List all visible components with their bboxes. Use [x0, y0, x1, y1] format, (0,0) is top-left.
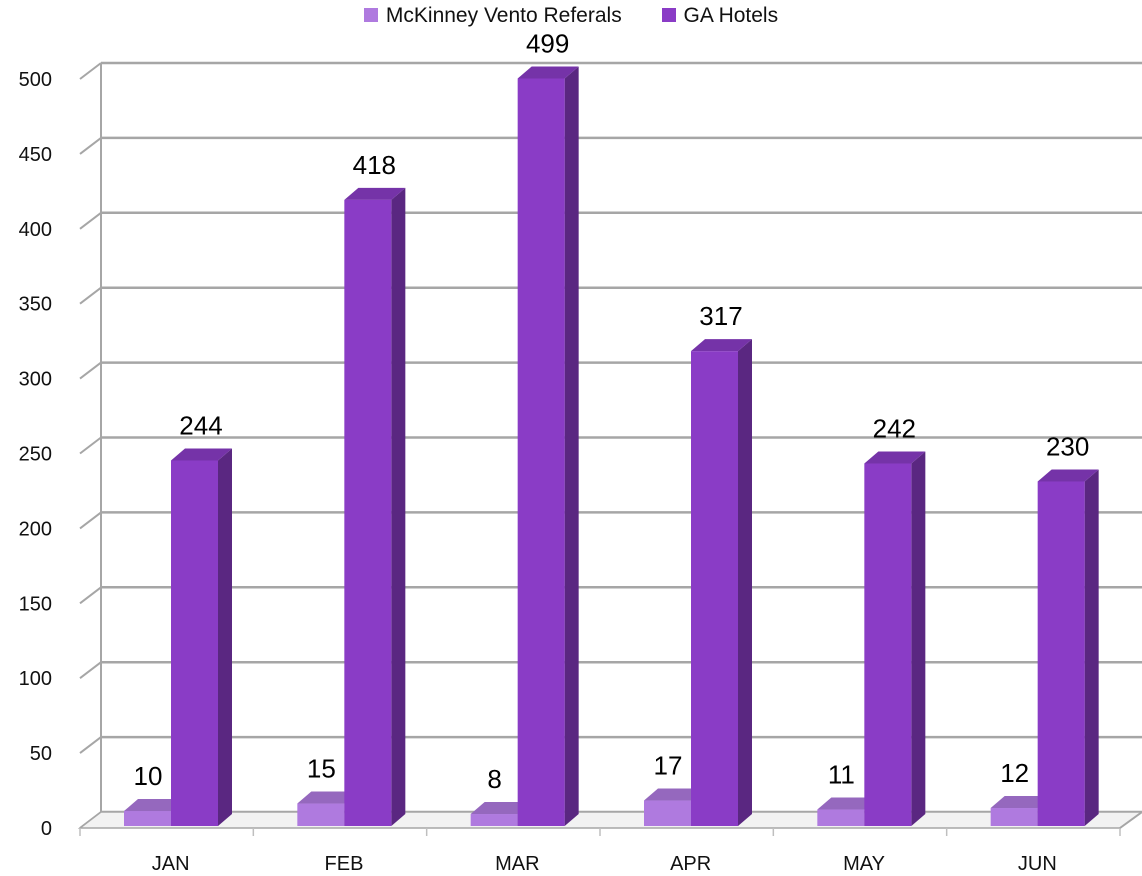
bar-front: [817, 809, 865, 826]
y-tick-label: 400: [19, 219, 52, 241]
gridline-diagonal: [79, 736, 102, 754]
x-tick-label: APR: [670, 853, 711, 875]
data-label: 244: [179, 410, 222, 440]
y-tick-label: 350: [19, 294, 52, 316]
y-tick-label: 0: [41, 818, 52, 840]
bar-front: [344, 199, 392, 826]
bar-apr-ga-hotels: 317: [691, 301, 752, 826]
bar-top: [517, 66, 579, 79]
data-label: 418: [353, 150, 396, 180]
bar-front: [990, 808, 1038, 826]
data-label: 17: [654, 751, 683, 781]
legend-swatch-mckinney: [363, 8, 378, 22]
y-tick-label: 100: [19, 668, 52, 690]
bar-jun-ga-hotels: 230: [1037, 431, 1099, 826]
data-label: 15: [307, 754, 336, 784]
bar-may-mckinney: 11: [817, 760, 879, 826]
x-tick-label: MAY: [843, 853, 885, 875]
data-label: 230: [1046, 431, 1089, 461]
bar-side: [391, 187, 406, 826]
bar-top: [817, 797, 879, 810]
gridline-diagonal: [79, 361, 102, 380]
bar-top: [691, 339, 752, 352]
bar-side: [738, 339, 752, 826]
bar-front: [1037, 481, 1085, 826]
gridline-diagonal: [79, 62, 102, 80]
data-label: 499: [526, 28, 569, 58]
x-tick-label: JUN: [1018, 853, 1057, 875]
bar-front: [124, 811, 171, 826]
y-tick-label: 250: [19, 444, 52, 466]
data-label: 11: [828, 760, 855, 790]
bar-front: [644, 800, 691, 826]
bar-front: [517, 78, 565, 827]
data-label: 242: [873, 413, 916, 443]
bar-top: [990, 796, 1052, 809]
bar-front: [297, 803, 345, 826]
plot-area: 0 50 100 150 200 250 300 350 400 450 500 JAN FEB MAR A…: [19, 28, 1142, 875]
bar-side: [1084, 469, 1099, 826]
data-label: 317: [699, 301, 742, 331]
y-tick-label: 450: [19, 144, 52, 166]
bar-front: [171, 460, 218, 826]
y-tick-label: 200: [19, 518, 52, 540]
data-label: 8: [487, 764, 501, 794]
bar-top: [864, 451, 926, 464]
chart-floor: [77, 811, 1142, 829]
bar-may-ga-hotels: 242: [864, 413, 926, 826]
bar-top: [297, 791, 359, 804]
legend-item-ga-hotels: GA Hotels: [661, 4, 779, 28]
bar-front: [864, 463, 912, 826]
gridline-diagonal: [79, 212, 102, 230]
bar-feb-ga-hotels: 418: [344, 150, 406, 826]
legend-item-mckinney: McKinney Vento Referals: [363, 4, 622, 28]
y-tick-label: 150: [19, 593, 52, 615]
bar-side: [218, 448, 232, 826]
chart-legend: McKinney Vento Referals GA Hotels: [0, 4, 1142, 28]
bar-jan-ga-hotels: 244: [171, 410, 232, 826]
bar-front: [470, 814, 518, 826]
data-label: 12: [1000, 758, 1029, 788]
bar-front: [691, 351, 738, 826]
x-tick-label: JAN: [152, 853, 190, 875]
y-tick-label: 300: [19, 369, 52, 391]
bar-mar-ga-hotels: 499: [517, 28, 579, 827]
gridline-diagonal: [79, 661, 102, 679]
y-tick-label: 500: [19, 69, 52, 91]
bar-top: [1037, 469, 1099, 482]
bar-jan-mckinney: 10: [124, 761, 185, 826]
bar-side: [564, 66, 579, 827]
legend-label-ga-hotels: GA Hotels: [683, 4, 779, 27]
y-tick-label: 50: [30, 743, 52, 765]
x-tick-label: FEB: [325, 853, 364, 875]
x-tick-label: MAR: [495, 853, 539, 875]
gridline-diagonal: [79, 286, 102, 305]
bar-top: [644, 788, 705, 801]
gridline-diagonal: [79, 436, 102, 455]
data-label: 10: [134, 761, 163, 791]
bar-top: [470, 802, 532, 815]
legend-label-mckinney: McKinney Vento Referals: [385, 4, 622, 27]
legend-swatch-ga-hotels: [661, 8, 676, 22]
gridline-diagonal: [79, 511, 102, 530]
gridline-diagonal: [79, 586, 102, 605]
floor-edge: [1119, 811, 1142, 829]
gridline-diagonal: [79, 137, 102, 155]
bar-side: [911, 451, 926, 826]
bar-top: [344, 187, 406, 200]
bar-top: [124, 799, 185, 812]
bar-top: [171, 448, 232, 461]
